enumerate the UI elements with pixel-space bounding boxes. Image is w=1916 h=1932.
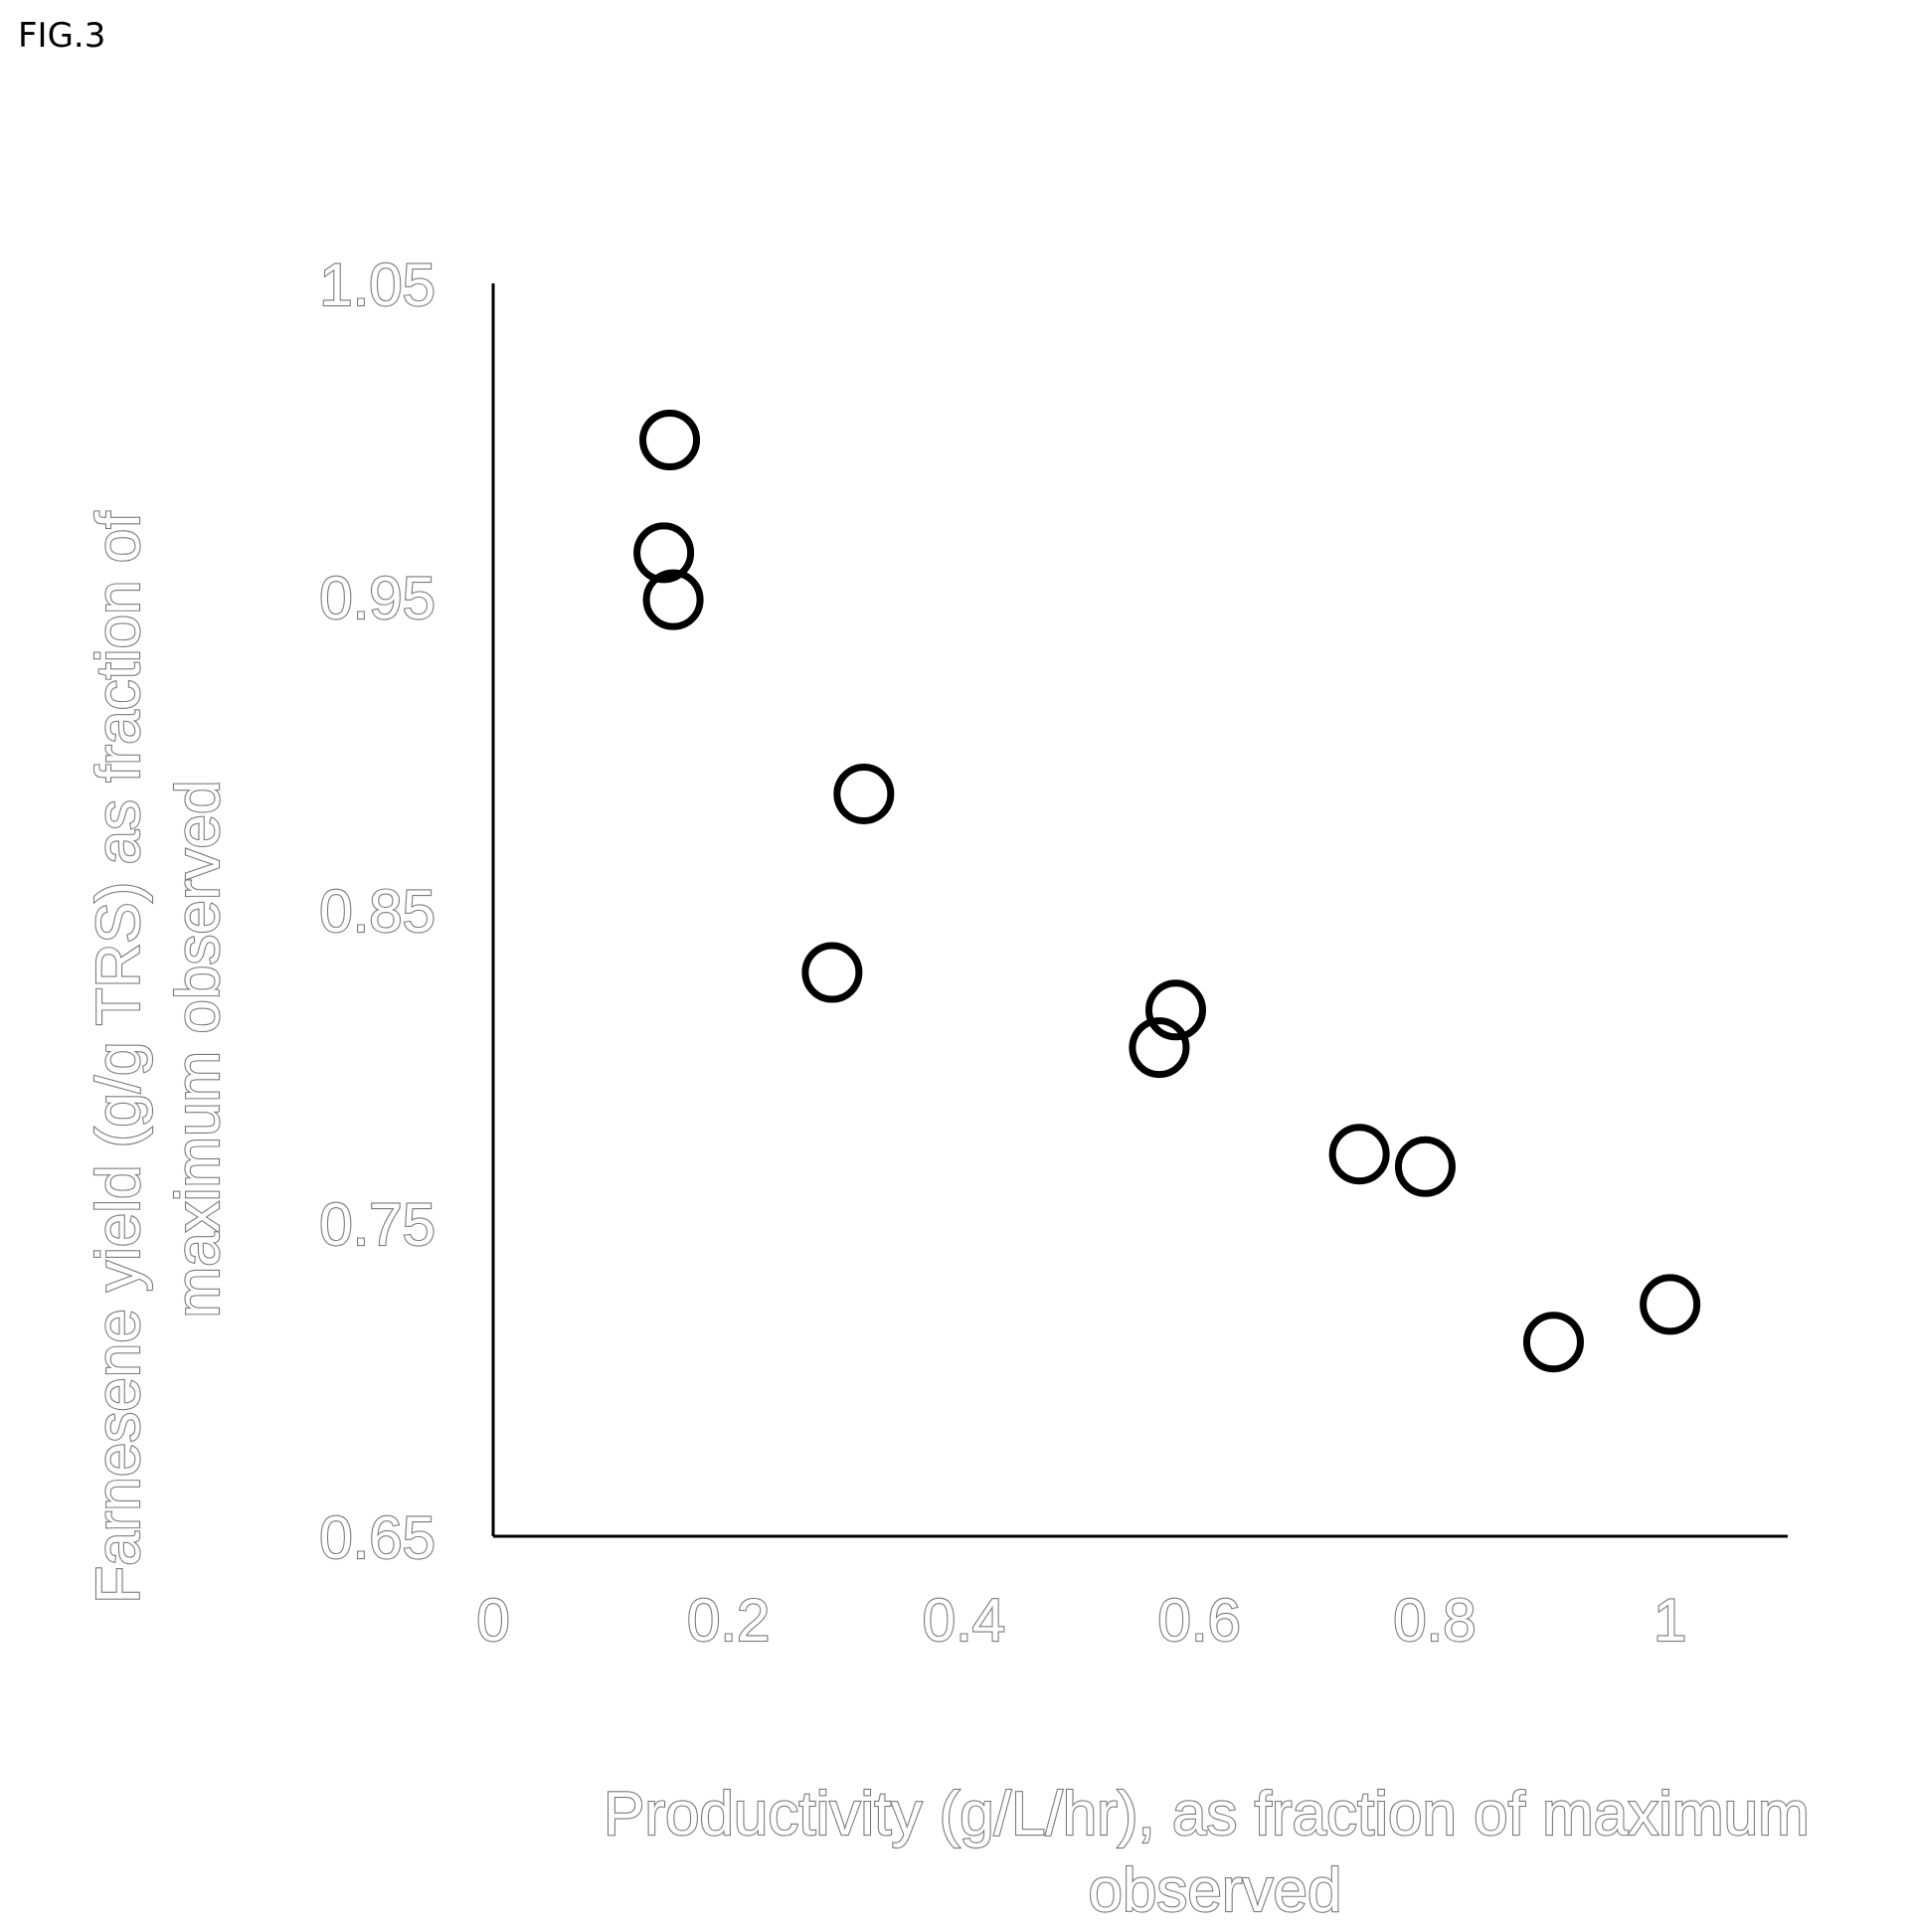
data-point (1522, 1312, 1584, 1373)
x-tick-label: 0.8 (1393, 1587, 1476, 1654)
data-point (833, 763, 895, 824)
x-tick-labels: 0 0.2 0.4 0.6 0.8 1 (475, 1586, 1687, 1655)
y-tick-label: 0.85 (319, 878, 435, 945)
y-axis-title-line-1: Farnesene yield (g/g TRS) as fraction of (85, 511, 153, 1604)
y-axis-title: Farnesene yield (g/g TRS) as fraction of… (85, 494, 233, 1603)
data-point (1145, 979, 1207, 1041)
figure-label: FIG.3 (18, 16, 106, 56)
x-axis-title-line-2: observed (1088, 1856, 1341, 1925)
x-tick-label: 1 (1654, 1587, 1686, 1654)
y-axis-title-line-2: maximum observed (164, 781, 233, 1318)
y-tick-label: 0.65 (319, 1504, 435, 1571)
x-axis-title: Productivity (g/L/hr), as fraction of ma… (604, 1780, 1827, 1925)
y-tick-labels: 0.65 0.75 0.85 0.95 1.05 (318, 251, 436, 1572)
x-tick-label: 0.2 (687, 1587, 770, 1654)
data-point (633, 522, 695, 584)
x-tick-label: 0 (476, 1587, 509, 1654)
data-points (633, 410, 1701, 1373)
x-tick-label: 0.6 (1157, 1587, 1240, 1654)
y-tick-label: 0.75 (319, 1191, 435, 1258)
x-axis-title-line-1: Productivity (g/L/hr), as fraction of ma… (604, 1780, 1810, 1848)
y-tick-label: 1.05 (319, 252, 435, 318)
data-point (642, 569, 704, 630)
data-point (1394, 1136, 1456, 1197)
axes (491, 283, 1788, 1538)
y-tick-label: 0.95 (319, 565, 435, 631)
x-tick-label: 0.4 (923, 1587, 1005, 1654)
data-point (801, 942, 863, 1003)
data-point (639, 410, 701, 470)
data-point (1640, 1274, 1701, 1335)
data-point (1328, 1124, 1390, 1185)
data-point (1129, 1017, 1190, 1079)
